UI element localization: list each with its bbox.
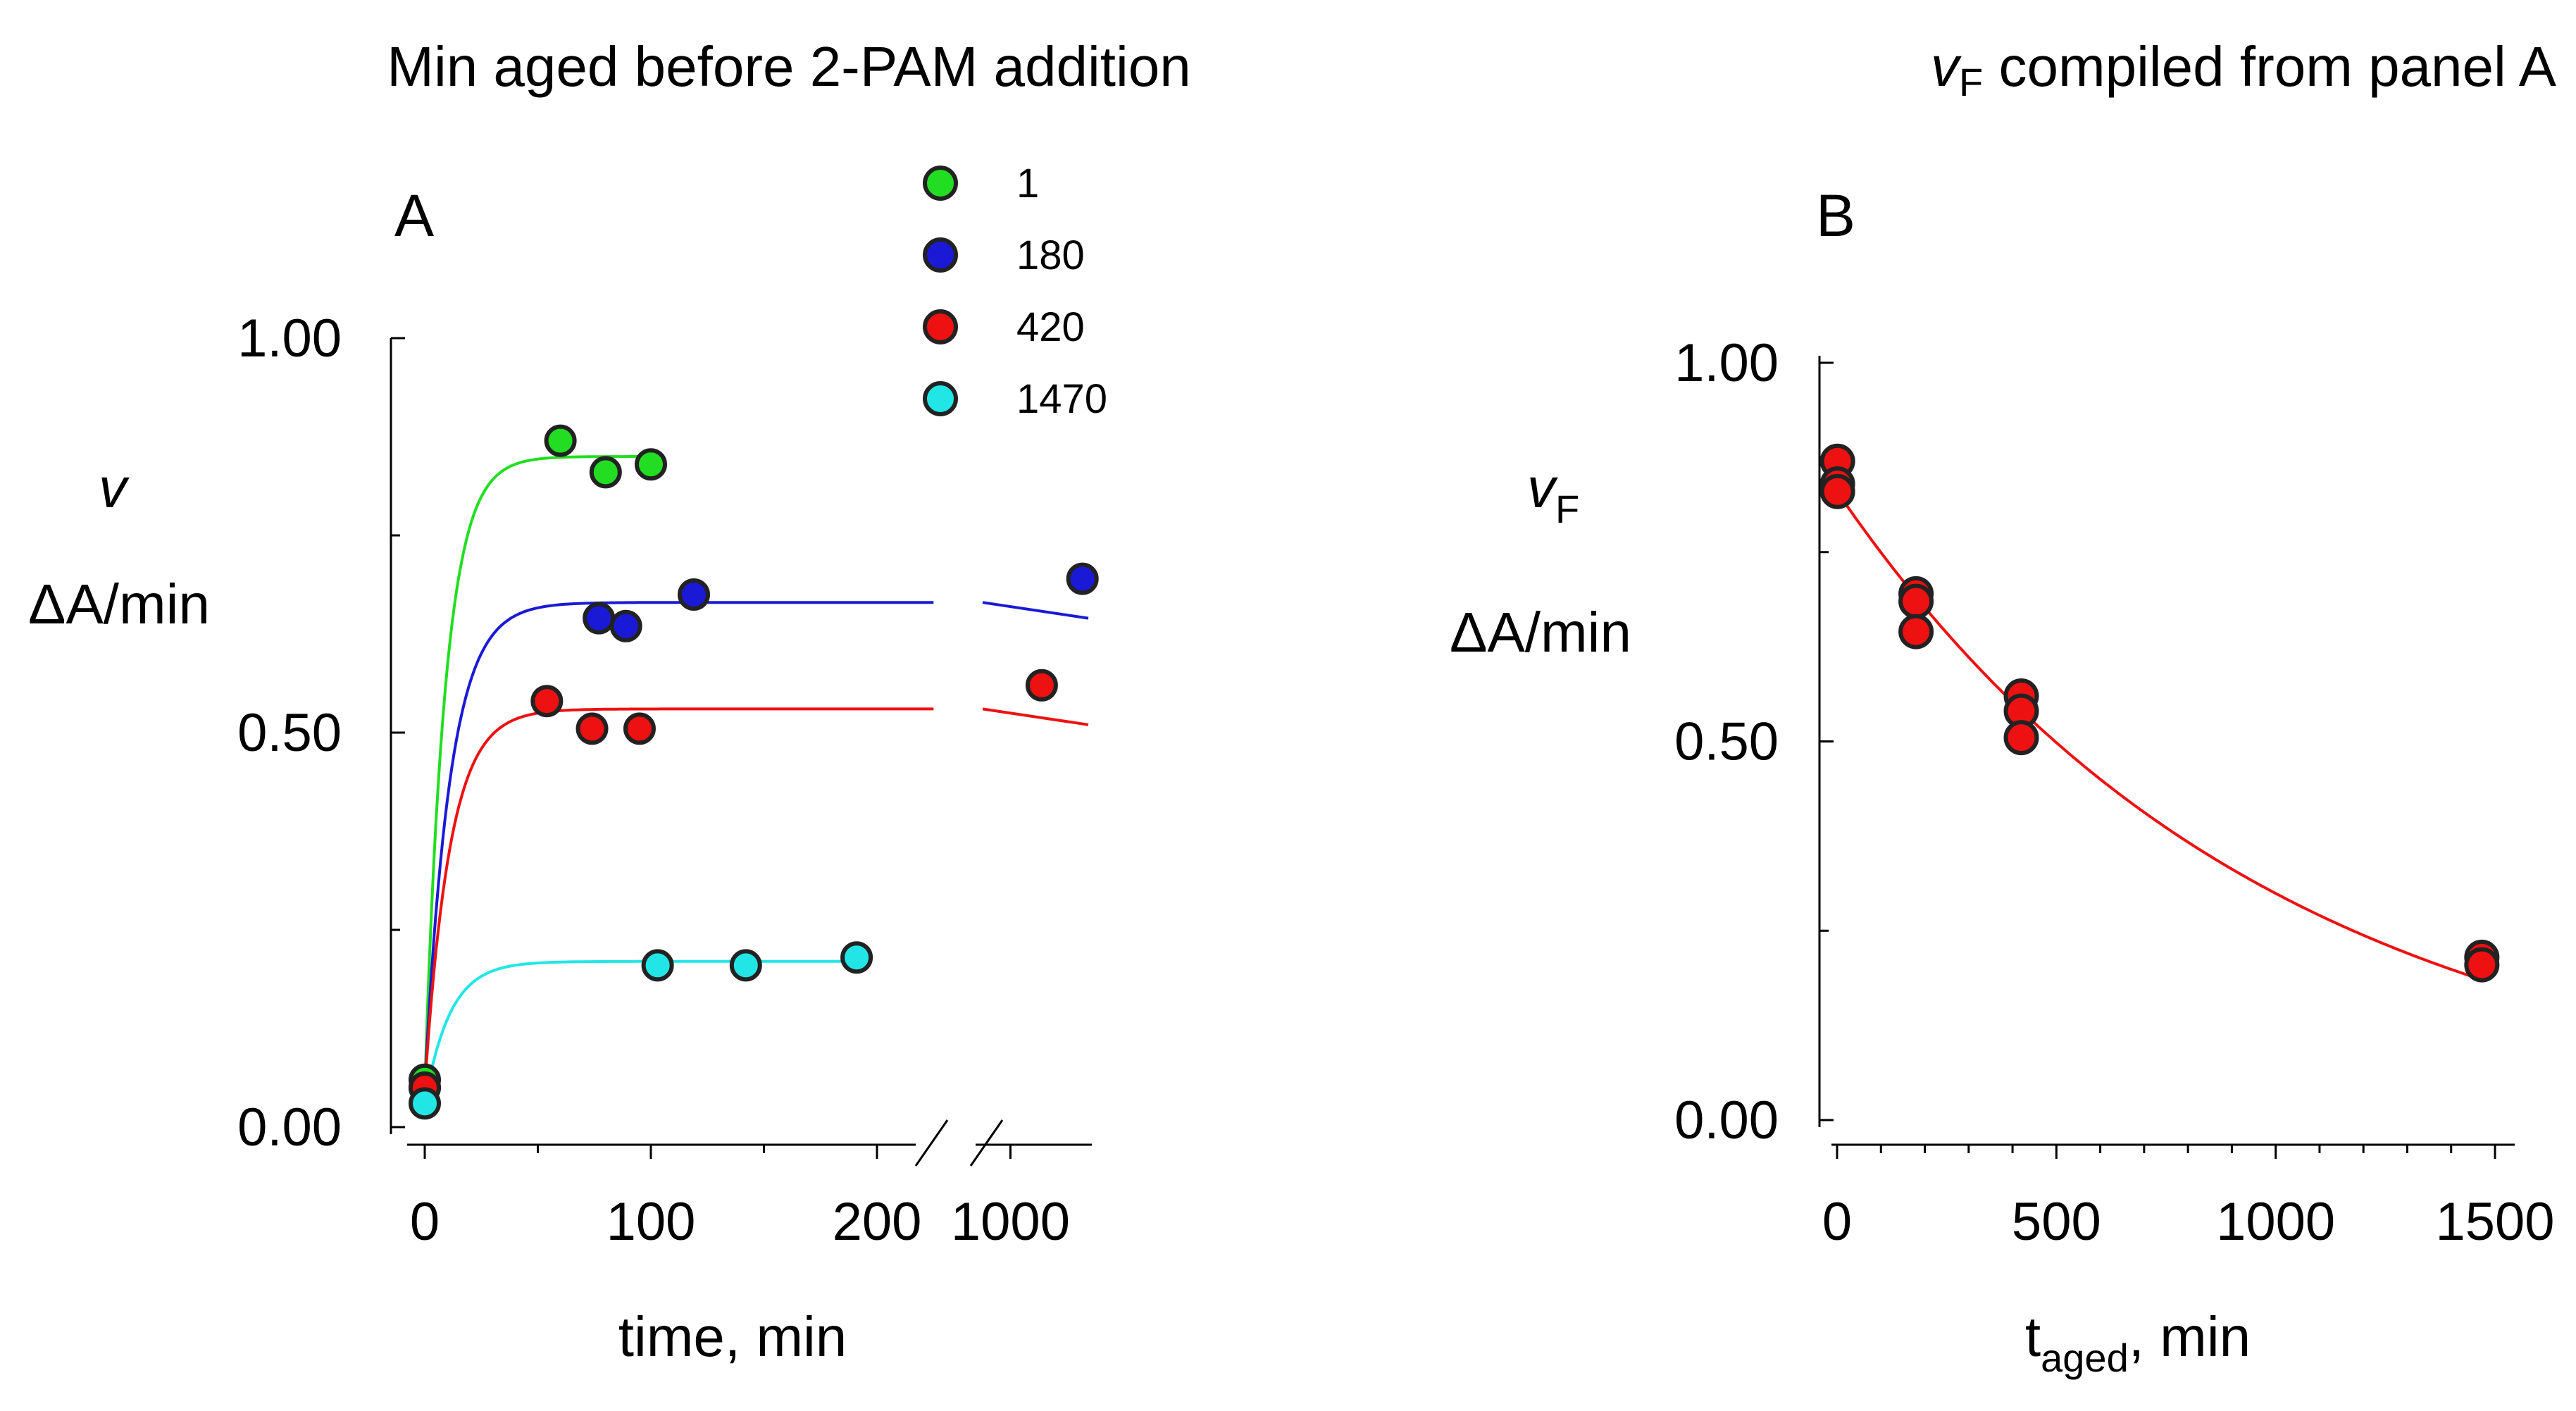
panel-a-fit-curve-180 bbox=[423, 601, 934, 1088]
panel-a-point-1470 bbox=[840, 941, 873, 974]
panel-b-xlabel-rest: , min bbox=[2129, 1305, 2251, 1368]
panel-a-x-tick-label: 200 bbox=[833, 1192, 922, 1252]
panel-a-x-tick-label: 1000 bbox=[951, 1192, 1070, 1252]
panel-a-point-180 bbox=[583, 602, 616, 635]
panel-b-point bbox=[1898, 583, 1934, 619]
panel-a-point-1470 bbox=[641, 949, 674, 982]
panel-b-xlabel: taged, min bbox=[2025, 1305, 2251, 1380]
panel-a-fit-curve-420 bbox=[423, 707, 934, 1088]
panel-a-legend-label-420: 420 bbox=[1016, 304, 1085, 350]
panel-b-x-tick-label: 1000 bbox=[2216, 1192, 2335, 1252]
panel-a-point-1470 bbox=[409, 1087, 441, 1120]
panel-a-legend-marker-420 bbox=[923, 309, 958, 344]
panel-b-letter: B bbox=[1816, 182, 1855, 249]
panel-b-x-tick-label: 1500 bbox=[2435, 1192, 2554, 1252]
panel-b-ylabel-sub: F bbox=[1555, 487, 1579, 531]
panel-a-fit-curve-1470 bbox=[423, 959, 866, 1104]
panel-b-title-sub: F bbox=[1959, 60, 1983, 104]
panel-a-point-1470 bbox=[729, 949, 762, 982]
panel-a-legend-label-180: 180 bbox=[1016, 232, 1085, 278]
panel-a-ylabel-symbol: v bbox=[99, 456, 130, 519]
panel-a-axis-break-mark bbox=[969, 1119, 1004, 1167]
panel-b-y-tick-label: 1.00 bbox=[1674, 333, 1779, 393]
panel-a-legend-marker-1 bbox=[923, 166, 958, 201]
panel-b-ylabel-symbol: v bbox=[1527, 456, 1558, 519]
panel-a-plot: 0.00 0.50 1.00 0 100 200 1000 1 180 420 1470 bbox=[237, 161, 1107, 1252]
panel-b-point bbox=[1819, 473, 1855, 509]
panel-a-point-180 bbox=[677, 578, 710, 611]
panel-a-y-tick-label: 0.50 bbox=[237, 703, 342, 763]
panel-b-x-tick-label: 0 bbox=[1822, 1192, 1852, 1252]
panel-a-legend-marker-1470 bbox=[923, 381, 958, 416]
panel-b-plot: 0.00 0.50 1.00 0 500 1000 1500 bbox=[1674, 333, 2554, 1252]
panel-a-point-420 bbox=[575, 712, 609, 745]
panel-b-title: vF compiled from panel A bbox=[1931, 35, 2557, 104]
panel-b-y-tick-label: 0.00 bbox=[1674, 1090, 1779, 1150]
panel-a-xlabel: time, min bbox=[618, 1305, 847, 1368]
panel-a-x-tick-label: 0 bbox=[410, 1192, 440, 1252]
panel-a-point-180 bbox=[609, 609, 642, 642]
panel-a-fit-curve-1 bbox=[423, 455, 651, 1088]
panel-b-xlabel-sub: aged bbox=[2041, 1336, 2129, 1380]
panel-a-title: Min aged before 2-PAM addition bbox=[387, 35, 1190, 98]
panel-a-point-1 bbox=[589, 456, 622, 489]
panel-b-point bbox=[2464, 947, 2500, 983]
panel-a-point-1 bbox=[635, 448, 667, 481]
panel-b-y-tick-label: 0.50 bbox=[1674, 712, 1779, 772]
panel-b-point bbox=[1898, 614, 1934, 649]
panel-b-title-rest: compiled from panel A bbox=[1983, 35, 2556, 98]
panel-b-ylabel-symbol-group: vF bbox=[1527, 456, 1579, 531]
panel-b-fit-curve bbox=[1836, 490, 2482, 981]
panel-b-x-tick-label: 500 bbox=[2012, 1192, 2101, 1252]
panel-a-ylabel-units: ΔA/min bbox=[28, 573, 210, 635]
panel-b-title-symbol: v bbox=[1931, 35, 1962, 98]
panel-a-legend-label-1: 1 bbox=[1016, 161, 1039, 206]
panel-a-point-180 bbox=[1066, 562, 1099, 595]
panel-a-point-420 bbox=[1025, 669, 1058, 702]
panel-a-axis-break-mark bbox=[914, 1119, 949, 1167]
panel-a-y-tick-label: 1.00 bbox=[237, 309, 342, 368]
panel-b-xlabel-main: t bbox=[2025, 1305, 2041, 1368]
panel-b-point bbox=[2003, 720, 2039, 756]
panel-a-point-1 bbox=[544, 424, 577, 457]
panel-a-point-420 bbox=[530, 685, 564, 718]
panel-a-point-420 bbox=[623, 712, 656, 745]
panel-a-letter: A bbox=[394, 182, 434, 249]
panel-a-fit-curve-right-420 bbox=[982, 707, 1089, 726]
panel-a-legend-marker-180 bbox=[923, 237, 958, 273]
panel-a-fit-curve-right-180 bbox=[982, 601, 1089, 620]
panel-a-y-tick-label: 0.00 bbox=[237, 1098, 342, 1157]
panel-a-legend-label-1470: 1470 bbox=[1016, 376, 1107, 422]
panel-b-ylabel-units: ΔA/min bbox=[1450, 601, 1631, 664]
panel-a-x-tick-label: 100 bbox=[606, 1192, 696, 1252]
